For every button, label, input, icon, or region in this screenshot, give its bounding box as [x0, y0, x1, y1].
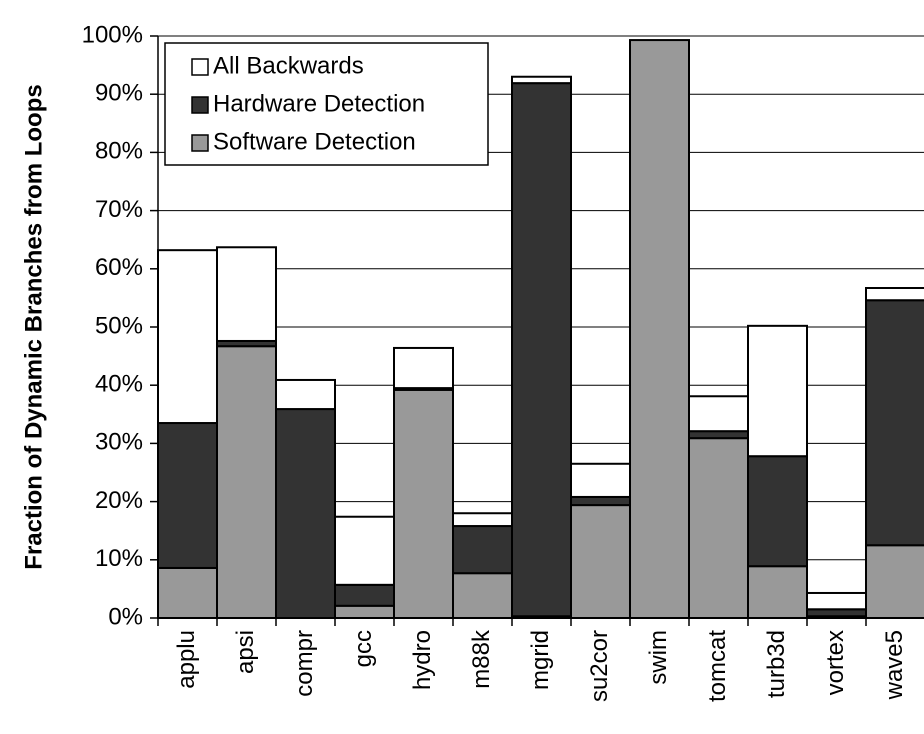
bar-segment	[865, 544, 924, 619]
x-tick-label: wave5	[881, 630, 908, 700]
x-tick-label: m88k	[468, 629, 495, 689]
legend-box	[164, 42, 489, 166]
legend-label: All Backwards	[213, 52, 364, 79]
bar-segment	[865, 299, 924, 547]
bar-segment	[334, 515, 395, 586]
bar-segment	[688, 395, 749, 433]
y-tick-label: 50%	[95, 312, 143, 339]
x-tick-label: apsi	[232, 630, 259, 674]
bar-segment	[629, 39, 690, 620]
x-tick-label: turb3d	[763, 630, 790, 698]
legend-label: Hardware Detection	[213, 90, 425, 117]
bar-segment	[511, 75, 572, 85]
bar-segment	[393, 346, 454, 390]
x-tick-label: applu	[173, 630, 200, 689]
x-tick-label: swim	[645, 630, 672, 685]
y-tick-label: 80%	[95, 138, 143, 165]
y-tick-label: 30%	[95, 429, 143, 456]
y-tick-label: 10%	[95, 545, 143, 572]
bar-segment	[452, 512, 513, 528]
legend-swatch	[191, 134, 209, 152]
y-tick-label: 100%	[82, 21, 143, 48]
bar-segment	[747, 324, 808, 458]
bar-segment	[393, 388, 454, 619]
bar-segment	[452, 572, 513, 619]
bar-segment	[511, 82, 572, 618]
x-tick-label: hydro	[409, 630, 436, 690]
y-tick-label: 60%	[95, 254, 143, 281]
x-tick-label: tomcat	[704, 630, 731, 702]
x-tick-label: vortex	[822, 630, 849, 695]
bar-segment	[275, 408, 336, 620]
x-tick-label: mgrid	[527, 630, 554, 690]
legend-swatch	[191, 58, 209, 76]
y-tick-label: 70%	[95, 196, 143, 223]
y-tick-label: 90%	[95, 80, 143, 107]
bar-segment	[157, 422, 218, 569]
bar-segment	[806, 591, 867, 611]
bar-segment	[688, 430, 749, 440]
bar-segment	[865, 287, 924, 302]
y-axis-title: Fraction of Dynamic Branches from Loops	[20, 84, 47, 569]
bar-segment	[216, 345, 277, 619]
bar-segment	[452, 525, 513, 575]
bar-segment	[275, 378, 336, 411]
bar-segment	[216, 246, 277, 342]
legend-swatch	[191, 96, 209, 114]
bar-segment	[157, 249, 218, 425]
y-tick-label: 20%	[95, 487, 143, 514]
x-tick-label: gcc	[350, 630, 377, 667]
bar-segment	[570, 462, 631, 498]
bar-segment	[688, 437, 749, 619]
x-tick-label: compr	[291, 630, 318, 697]
bar-segment	[157, 566, 218, 619]
bar-segment	[570, 495, 631, 507]
legend-label: Software Detection	[213, 128, 416, 155]
bar-segment	[334, 604, 395, 620]
bar-segment	[747, 565, 808, 620]
bar-segment	[806, 608, 867, 618]
y-tick-label: 40%	[95, 371, 143, 398]
bar-segment	[570, 504, 631, 620]
bar-segment	[334, 583, 395, 607]
y-tick-label: 0%	[108, 603, 143, 630]
x-tick-label: su2cor	[586, 630, 613, 702]
bar-segment	[747, 455, 808, 568]
